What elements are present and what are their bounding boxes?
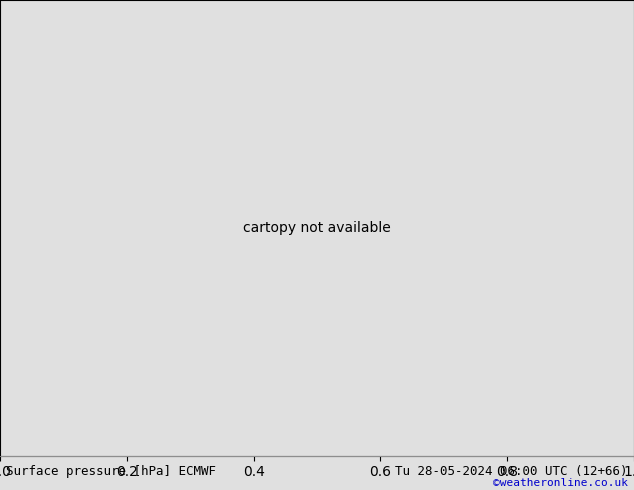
Text: Tu 28-05-2024 06:00 UTC (12+66): Tu 28-05-2024 06:00 UTC (12+66) [395,466,628,478]
Text: ©weatheronline.co.uk: ©weatheronline.co.uk [493,478,628,488]
Text: Surface pressure [hPa] ECMWF: Surface pressure [hPa] ECMWF [6,466,216,478]
Text: cartopy not available: cartopy not available [243,221,391,235]
